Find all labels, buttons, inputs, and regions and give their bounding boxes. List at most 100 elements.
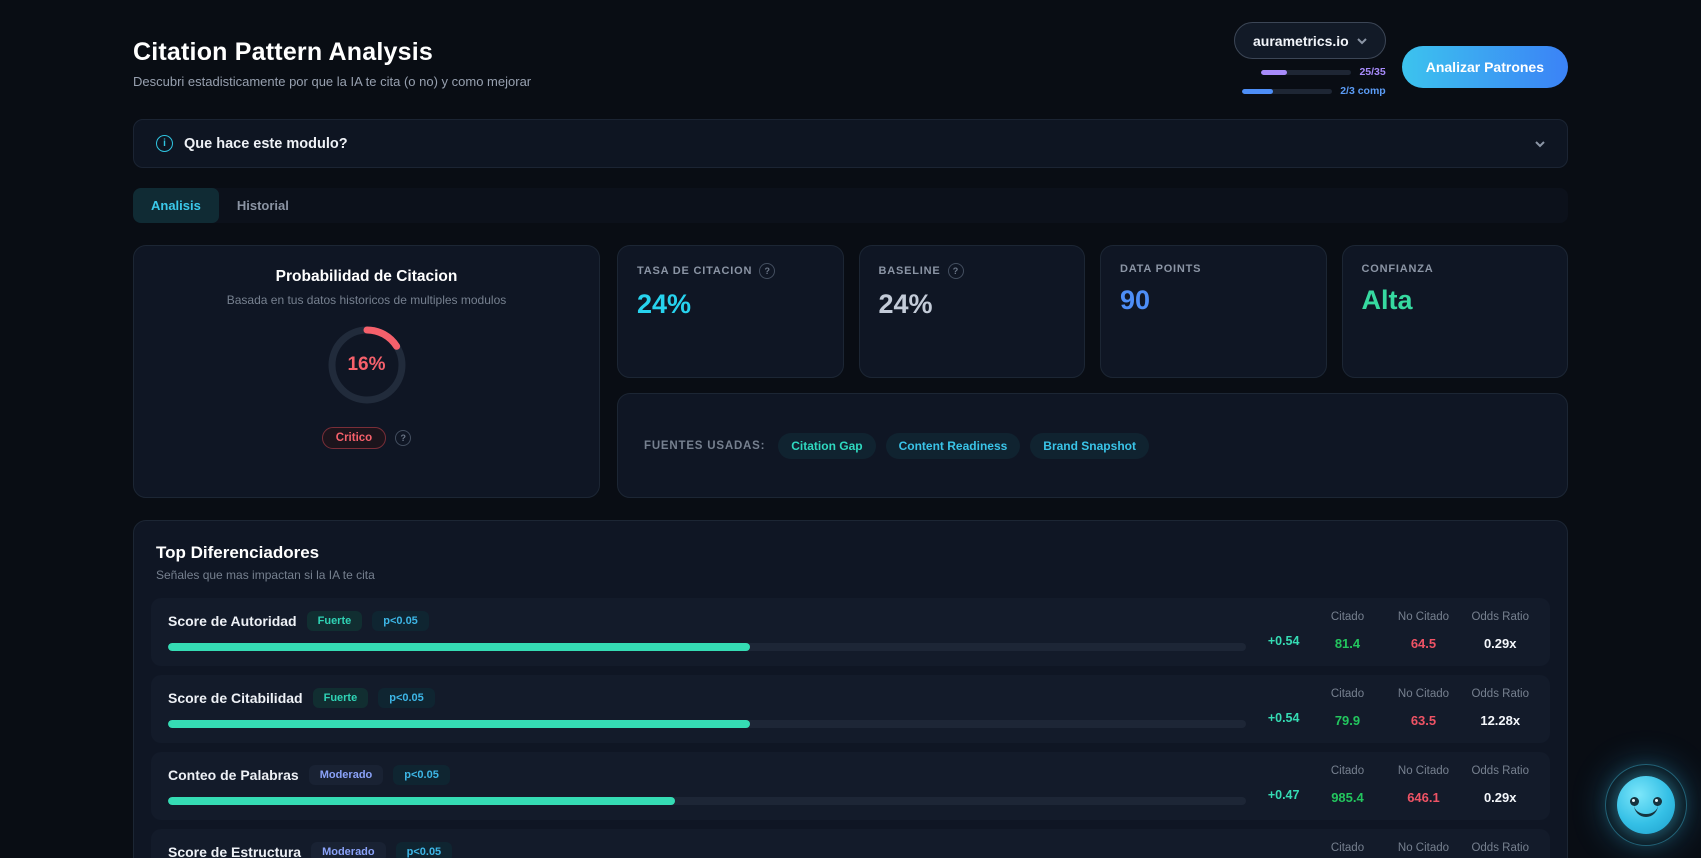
quota-label-2: 2/3 comp [1340,85,1386,97]
stat-value-3: Alta [1361,285,1413,315]
tab-analisis[interactable]: Analisis [133,188,219,223]
module-info-accordion[interactable]: i Que hace este modulo? [133,119,1568,168]
sources-panel: FUENTES USADAS: Citation Gap Content Rea… [617,393,1568,498]
help-icon[interactable]: ? [759,263,776,279]
page-subtitle: Descubri estadisticamente por que la IA … [133,74,532,89]
tab-historial[interactable]: Historial [236,198,289,213]
stats-column: TASA DE CITACION ? 24% BASELINE ? 24% DA… [617,245,1568,498]
smiley-eye-right [1653,797,1662,806]
odds-ratio-value: 12.28x [1480,713,1521,728]
pvalue-badge: p<0.05 [393,765,450,785]
not-cited-value: 64.5 [1410,636,1437,651]
analyze-patterns-button[interactable]: Analizar Patrones [1401,45,1568,88]
info-icon: i [156,135,173,152]
stat-card-confianza: CONFIANZA ? Alta [1341,245,1568,378]
chat-assistant-button[interactable] [1605,764,1687,846]
differentiator-name: Conteo de Palabras [168,767,299,783]
correlation-bar-track [168,643,1246,651]
source-pill-citation-gap[interactable]: Citation Gap [778,432,876,459]
differentiator-row: Score de Estructura Moderado p<0.05 +0.4… [151,829,1550,858]
strength-badge: Fuerte [312,688,369,708]
not-cited-column-label: No Citado [1397,765,1450,777]
quota-track-2 [1242,88,1333,94]
chevron-down-icon[interactable] [1535,139,1545,149]
correlation-value: +0.54 [1267,711,1300,725]
differentiator-name: Score de Estructura [168,844,302,858]
differentiator-name: Score de Autoridad [168,613,297,629]
stat-label: DATA POINTS [1120,263,1202,275]
correlation-bar-fill [168,720,751,728]
status-badge: Critico [321,427,387,449]
quota-fill-2 [1242,88,1273,94]
probability-subtitle: Basada en tus datos historicos de multip… [226,293,507,307]
odds-ratio-column-label: Odds Ratio [1471,611,1529,623]
pvalue-badge: p<0.05 [378,688,435,708]
chevron-down-icon [1357,37,1367,44]
odds-ratio-value: 0.29x [1483,636,1517,651]
not-cited-value: 63.5 [1410,713,1437,728]
smiley-eye-left [1630,797,1639,806]
correlation-bar-track [168,720,1246,728]
not-cited-column-label: No Citado [1397,611,1450,623]
probability-gauge: 16% [327,325,407,405]
not-cited-column-label: No Citado [1397,688,1450,700]
strength-badge: Moderado [311,842,386,858]
gauge-ring [328,326,405,404]
stat-label: CONFIANZA [1361,263,1434,275]
cited-value: 81.4 [1334,636,1361,651]
correlation-bar-fill [168,797,675,805]
cited-column-label: Citado [1330,611,1365,623]
header-actions: aurametrics.io 25/35 2/3 comp Analizar P… [1234,22,1568,97]
cited-value: 79.9 [1334,713,1361,728]
smiley-face-icon [1617,776,1675,834]
tab-bar: Analisis Historial [133,188,1568,223]
sources-label: FUENTES USADAS: [644,439,766,452]
correlation-value: +0.47 [1267,788,1300,802]
differentiators-title: Top Diferenciadores [156,543,320,562]
differentiators-subtitle: Señales que mas impactan si la IA te cit… [156,568,375,582]
domain-selector[interactable]: aurametrics.io [1234,22,1386,59]
help-icon[interactable]: ? [947,263,964,279]
probability-card: Probabilidad de Citacion Basada en tus d… [133,245,600,498]
quota-track-1 [1261,69,1352,75]
quota-fill-1 [1261,69,1287,75]
differentiator-row-list: Score de Autoridad Fuerte p<0.05 +0.54 C… [151,598,1550,858]
stat-value-0: 24% [637,289,692,319]
cited-column-label: Citado [1330,842,1365,854]
quota-bar-row-2: 2/3 comp [1234,85,1386,97]
cited-column-label: Citado [1330,765,1365,777]
odds-ratio-column-label: Odds Ratio [1471,688,1529,700]
main-container: Citation Pattern Analysis Descubri estad… [133,0,1568,858]
correlation-bar-track [168,797,1246,805]
quota-bar-row-1: 25/35 [1234,66,1386,78]
stat-label: BASELINE [878,265,941,277]
correlation-bar-fill [168,643,751,651]
cited-value: 985.4 [1331,790,1364,805]
source-pill-brand-snapshot[interactable]: Brand Snapshot [1030,432,1149,459]
cited-column-label: Citado [1330,688,1365,700]
probability-badges: Critico ? [134,427,599,449]
header-titles: Citation Pattern Analysis Descubri estad… [133,22,531,89]
quota-label-1: 25/35 [1359,66,1386,78]
help-icon[interactable]: ? [395,430,412,446]
domain-selector-value: aurametrics.io [1253,32,1349,49]
strength-badge: Fuerte [306,611,363,631]
pvalue-badge: p<0.05 [395,842,453,858]
differentiator-row: Score de Autoridad Fuerte p<0.05 +0.54 C… [151,598,1550,666]
source-pill-list: Citation Gap Content Readiness Brand Sna… [778,432,1149,459]
page-header: Citation Pattern Analysis Descubri estad… [133,22,1568,97]
not-cited-value: 646.1 [1407,790,1440,805]
correlation-value: +0.54 [1267,634,1300,648]
source-pill-content-readiness[interactable]: Content Readiness [885,432,1021,459]
probability-value: 16% [347,354,386,375]
stat-label: TASA DE CITACION [637,265,753,277]
page-title: Citation Pattern Analysis [133,38,433,66]
info-banner-left: i Que hace este modulo? [156,135,348,152]
differentiator-row: Score de Citabilidad Fuerte p<0.05 +0.54… [151,675,1550,743]
stat-value-1: 24% [878,289,933,319]
info-question: Que hace este modulo? [184,135,348,152]
smiley-mouth [1634,803,1658,817]
summary-grid: Probabilidad de Citacion Basada en tus d… [133,245,1568,498]
differentiator-name: Score de Citabilidad [168,690,303,706]
odds-ratio-column-label: Odds Ratio [1471,842,1529,854]
